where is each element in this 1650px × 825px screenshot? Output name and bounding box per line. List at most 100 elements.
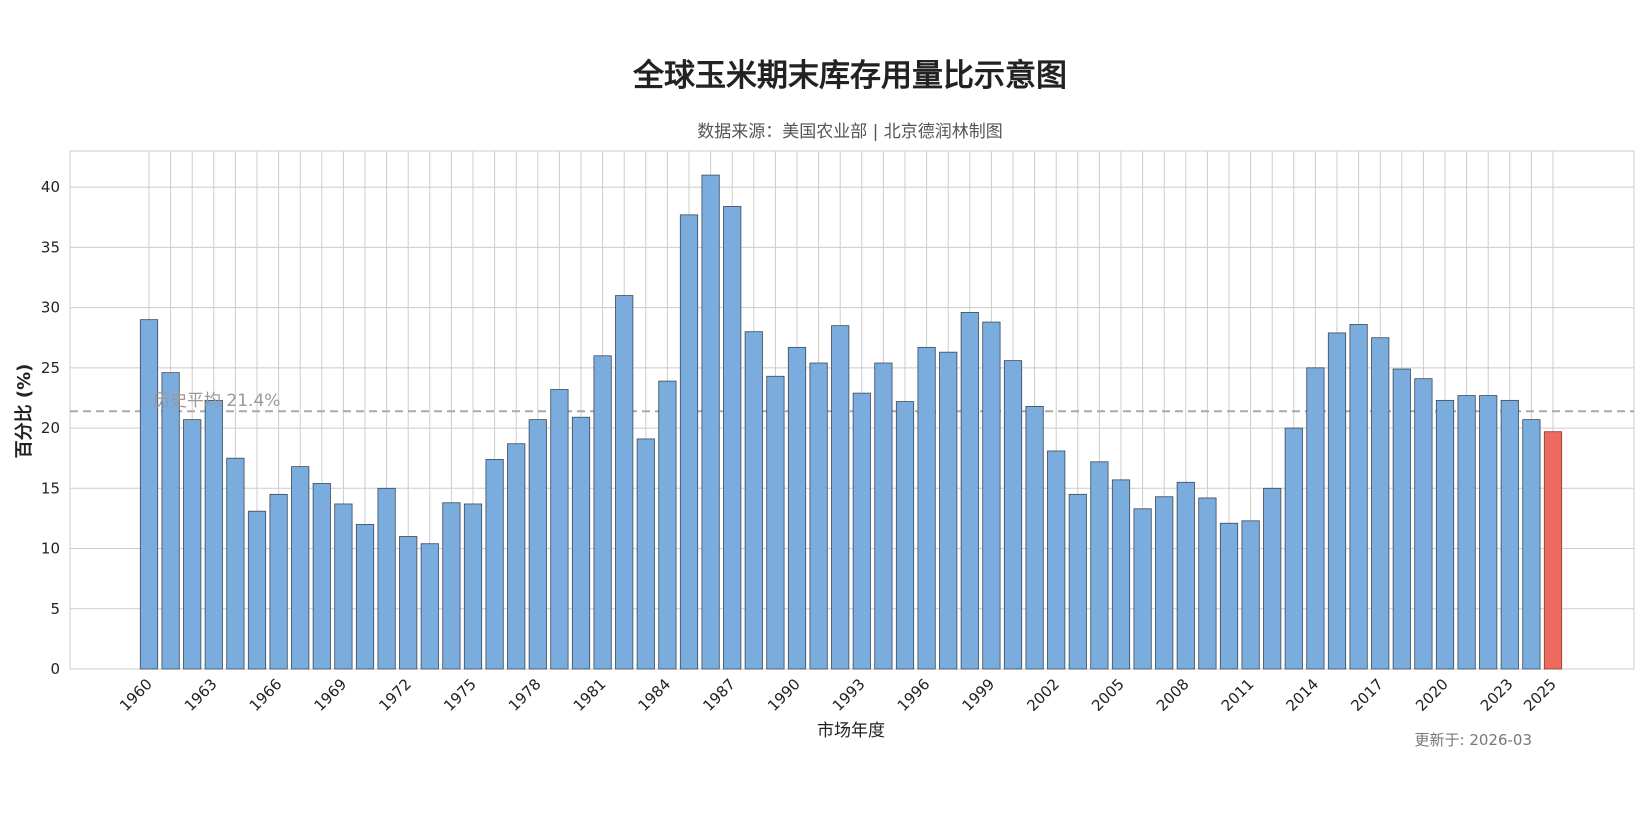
bar-1964 [226, 457, 245, 670]
y-tick-label: 20 [41, 419, 60, 437]
x-tick-label: 2011 [1218, 675, 1258, 715]
bar-1968 [312, 483, 331, 670]
bar-2024 [1522, 419, 1541, 670]
bar-2019 [1414, 378, 1433, 670]
x-tick-label: 1960 [116, 675, 156, 715]
bar-2001 [1025, 405, 1044, 670]
bar-1998 [960, 312, 979, 670]
bar-2013 [1284, 427, 1303, 670]
bar-2016 [1349, 324, 1368, 670]
bar-1982 [615, 295, 634, 670]
bar-1996 [917, 346, 936, 670]
bar-1966 [269, 493, 288, 670]
x-tick-labels: 1960 1963 1966 1969 1972 1975 1978 1981 1984 1987… [116, 675, 1560, 715]
bar-2005 [1111, 479, 1131, 670]
bar-1972 [399, 536, 418, 670]
bar-1993 [852, 392, 871, 670]
y-tick-labels: 0 5 10 15 20 25 30 35 40 [41, 178, 60, 678]
bar-2017 [1371, 337, 1390, 670]
x-tick-label: 1972 [375, 675, 415, 715]
bar-2015 [1327, 332, 1347, 670]
bar-1967 [291, 466, 310, 670]
y-tick-label: 0 [50, 660, 60, 678]
y-tick-label: 30 [41, 299, 60, 317]
bar-2011 [1241, 520, 1260, 670]
bar-2003 [1068, 493, 1087, 670]
update-note: 更新于: 2026-03 [1414, 731, 1533, 749]
bar-2025 [1543, 431, 1563, 670]
bar-2008 [1176, 481, 1195, 670]
bar-1971 [377, 487, 396, 670]
y-axis-label: 百分比 (%) [14, 364, 35, 459]
x-tick-label: 2005 [1088, 675, 1128, 715]
chart-title: 全球玉米期末库存用量比示意图 [633, 58, 1067, 94]
bar-1979 [550, 389, 569, 670]
x-tick-label: 1975 [440, 675, 480, 715]
bar-1960 [139, 319, 159, 670]
y-tick-label: 10 [41, 540, 60, 558]
x-tick-label: 2023 [1477, 675, 1517, 715]
x-tick-label: 1984 [634, 675, 674, 715]
bar-2023 [1500, 399, 1519, 670]
bar-2018 [1392, 368, 1411, 670]
x-tick-label: 1978 [505, 675, 545, 715]
y-tick-label: 5 [50, 600, 60, 618]
x-tick-label: 2008 [1153, 675, 1193, 715]
bar-2009 [1198, 497, 1217, 670]
chart-subtitle: 数据来源：美国农业部 | 北京德润林制图 [697, 122, 1003, 142]
bar-1995 [895, 401, 915, 670]
x-tick-label: 2014 [1282, 675, 1322, 715]
bar-1962 [183, 419, 202, 670]
bar-1984 [658, 380, 677, 670]
bar-layer [139, 174, 1563, 670]
bar-1976 [485, 458, 504, 670]
bar-2022 [1479, 395, 1498, 670]
x-tick-label: 1999 [958, 675, 998, 715]
bar-1980 [571, 416, 591, 670]
bar-1978 [528, 419, 547, 670]
x-tick-label: 1987 [699, 675, 739, 715]
plot-frame [69, 150, 1635, 670]
bar-1974 [442, 502, 461, 670]
bar-2014 [1306, 367, 1325, 670]
bar-1992 [831, 325, 850, 670]
y-tick-label: 35 [41, 238, 60, 256]
bar-2012 [1263, 487, 1282, 670]
bar-2007 [1155, 496, 1174, 670]
x-tick-label: 2017 [1347, 675, 1387, 715]
bar-1981 [593, 355, 612, 670]
bar-1997 [939, 351, 958, 670]
y-tick-label: 25 [41, 359, 60, 377]
bar-2004 [1090, 461, 1109, 670]
bar-1969 [334, 503, 353, 670]
bar-1983 [636, 438, 655, 670]
bar-2010 [1219, 522, 1239, 670]
bar-1990 [787, 346, 807, 670]
bar-2002 [1047, 450, 1066, 670]
bar-1973 [420, 543, 439, 670]
bar-1961 [161, 372, 180, 670]
bar-1994 [874, 362, 893, 670]
x-axis-label: 市场年度 [817, 721, 885, 741]
x-tick-label: 1981 [570, 675, 610, 715]
x-tick-label: 1963 [181, 675, 221, 715]
x-tick-label: 1990 [764, 675, 804, 715]
bar-2021 [1457, 395, 1476, 670]
bar-2020 [1435, 399, 1455, 670]
x-tick-label: 1969 [310, 675, 350, 715]
x-tick-label: 2020 [1412, 675, 1452, 715]
bar-1988 [744, 331, 763, 670]
x-tick-label: 1996 [894, 675, 934, 715]
bar-1977 [507, 443, 526, 670]
bar-1999 [982, 321, 1001, 670]
bar-1985 [679, 214, 699, 670]
bar-2000 [1003, 360, 1023, 670]
x-tick-label: 2002 [1023, 675, 1063, 715]
reference-line-label: 历史平均 21.4% [153, 391, 280, 411]
bar-1987 [723, 206, 742, 670]
x-tick-label: 1993 [829, 675, 869, 715]
y-tick-label: 40 [41, 178, 60, 196]
bar-1991 [809, 362, 828, 670]
bar-1989 [766, 375, 785, 670]
